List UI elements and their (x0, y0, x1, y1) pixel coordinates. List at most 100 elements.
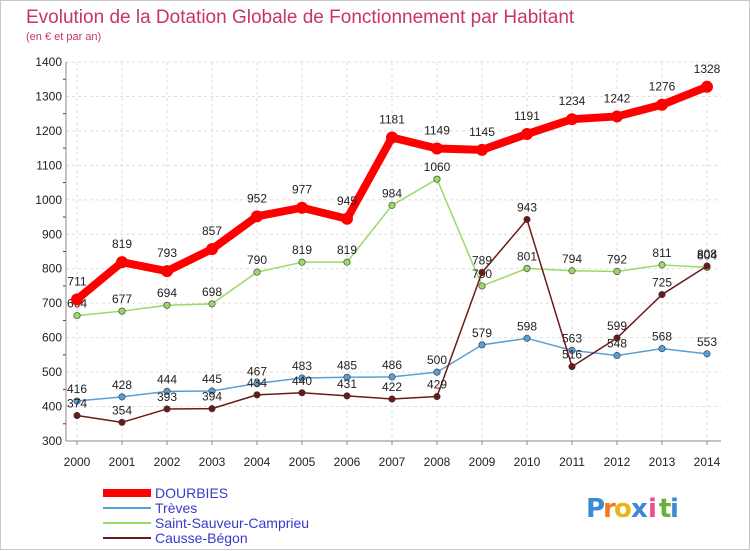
data-point (611, 110, 623, 123)
data-label: 483 (292, 359, 312, 373)
y-tick-label: 800 (42, 262, 62, 276)
series-group: 416 428 444 445 467 483 485 486 500 579 598 563 548 5… (67, 62, 721, 426)
data-point (701, 80, 713, 93)
data-label: 984 (382, 186, 402, 200)
data-point (613, 334, 621, 342)
data-label: 943 (517, 200, 537, 214)
data-point (253, 391, 261, 399)
data-label: 467 (247, 364, 267, 378)
data-label: 548 (607, 337, 627, 351)
legend-label: Saint-Sauveur-Camprieu (155, 515, 309, 531)
data-point (656, 98, 668, 111)
data-point (613, 267, 621, 275)
logo-letter: o (614, 494, 632, 524)
data-label: 429 (427, 378, 447, 392)
data-point (73, 412, 81, 420)
data-label: 422 (382, 380, 402, 394)
axes: 300 400 500 600 700 800 900 1000 1100 1200 1300 140… (35, 55, 721, 469)
logo-letter: P (586, 494, 605, 524)
data-label: 857 (202, 224, 222, 238)
data-label: 431 (337, 377, 357, 391)
data-point (253, 268, 261, 276)
x-tick-label: 2009 (469, 455, 496, 469)
x-tick-label: 2006 (334, 455, 361, 469)
data-point (163, 387, 171, 395)
legend-label: DOURBIES (155, 485, 228, 501)
data-point (163, 405, 171, 413)
data-label: 801 (517, 249, 537, 263)
data-point (523, 215, 531, 223)
data-label: 725 (652, 276, 672, 290)
data-label: 553 (697, 335, 717, 349)
data-point (206, 243, 218, 256)
y-tick-label: 1300 (35, 89, 62, 103)
data-label: 792 (607, 252, 627, 266)
data-point (73, 312, 81, 320)
data-point (523, 264, 531, 272)
data-label: 789 (472, 254, 492, 268)
y-tick-label: 400 (42, 400, 62, 414)
data-label: 804 (697, 248, 717, 262)
data-point (658, 345, 666, 353)
x-tick-label: 2003 (199, 455, 226, 469)
data-point (476, 143, 488, 156)
data-point (388, 201, 396, 209)
x-tick-label: 2008 (424, 455, 451, 469)
data-label: 1149 (424, 123, 450, 137)
data-point (703, 350, 711, 358)
data-point (298, 389, 306, 397)
data-label: 952 (247, 191, 267, 205)
x-tick-label: 2000 (64, 455, 91, 469)
data-point (298, 258, 306, 266)
x-tick-label: 2004 (244, 455, 271, 469)
data-label: 1060 (424, 160, 451, 174)
data-point (341, 212, 353, 225)
x-tick-label: 2011 (559, 455, 585, 469)
data-label: 434 (247, 376, 267, 390)
data-point (613, 352, 621, 360)
data-label: 393 (157, 390, 177, 404)
legend-label: Causse-Bégon (155, 530, 248, 546)
data-point (568, 346, 576, 354)
data-point (433, 393, 441, 401)
logo-letter: x (631, 494, 648, 524)
data-label: 694 (157, 286, 177, 300)
data-point (71, 293, 83, 306)
y-tick-label: 1000 (35, 193, 62, 207)
data-label: 516 (562, 348, 582, 362)
y-tick-label: 500 (42, 365, 62, 379)
data-point (296, 201, 308, 214)
data-label: 790 (247, 253, 267, 267)
data-point (568, 267, 576, 275)
y-tick-label: 300 (42, 434, 62, 448)
legend-label: Trèves (155, 500, 197, 516)
data-label: 598 (517, 319, 537, 333)
data-point (478, 269, 486, 277)
chart-title: Evolution de la Dotation Globale de Fonc… (26, 7, 575, 28)
data-label: 1181 (379, 112, 405, 126)
data-label: 428 (112, 378, 132, 392)
x-tick-label: 2001 (109, 455, 136, 469)
data-point (208, 405, 216, 413)
x-tick-label: 2007 (379, 455, 406, 469)
y-tick-label: 1200 (35, 124, 62, 138)
data-label: 977 (292, 183, 312, 197)
data-point (161, 265, 173, 278)
data-point (208, 300, 216, 308)
data-label: 374 (67, 397, 87, 411)
data-label: 819 (112, 237, 132, 251)
proxiti-logo: Pro x i ti (586, 494, 679, 524)
data-label: 485 (337, 358, 357, 372)
series-1: 416 428 444 445 467 483 485 486 500 579 598 563 548 5… (67, 319, 717, 405)
data-point (386, 131, 398, 144)
x-tick-label: 2002 (154, 455, 181, 469)
logo-letter: i (648, 494, 657, 524)
data-point (251, 210, 263, 223)
data-label: 794 (562, 252, 582, 266)
data-point (73, 397, 81, 405)
data-label: 711 (67, 274, 86, 288)
data-point (163, 301, 171, 309)
data-label: 793 (157, 246, 177, 260)
data-label: 563 (562, 331, 582, 345)
